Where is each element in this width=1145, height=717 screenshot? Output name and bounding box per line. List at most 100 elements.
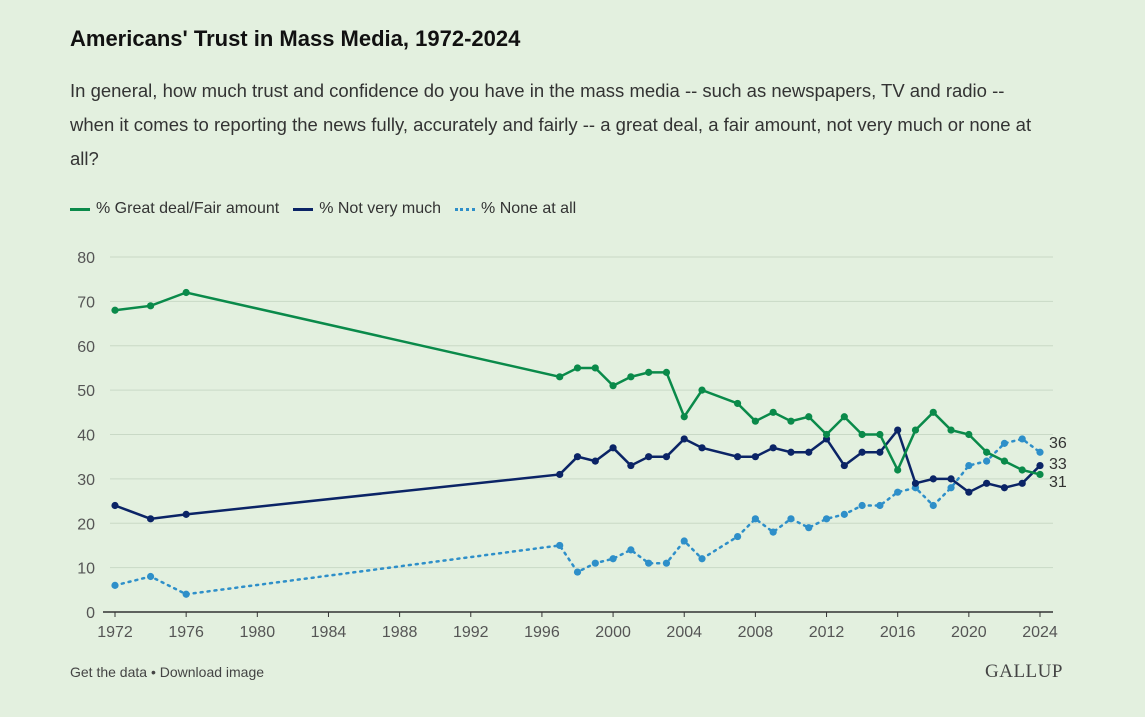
data-point [858, 448, 866, 456]
x-tick-label: 1980 [240, 624, 276, 641]
data-point [876, 501, 884, 510]
legend-item-not-very-much: % Not very much [293, 200, 441, 218]
data-point [609, 555, 617, 563]
series-line-2 [113, 437, 1042, 596]
data-point [751, 515, 759, 523]
data-point [556, 470, 564, 479]
x-tick-label: 1984 [311, 624, 347, 641]
data-point [1036, 470, 1044, 479]
data-point [840, 461, 848, 470]
data-point [876, 448, 884, 456]
data-point [1018, 479, 1026, 487]
y-tick-label: 0 [86, 605, 95, 622]
data-point [680, 435, 688, 443]
data-point [769, 408, 777, 416]
data-point [146, 515, 155, 523]
data-point [609, 444, 617, 452]
data-point [111, 581, 119, 589]
data-point [1000, 484, 1009, 492]
legend-swatch [70, 207, 90, 211]
data-point [858, 430, 866, 439]
data-point [787, 448, 795, 456]
x-tick-label: 2024 [1022, 624, 1058, 641]
get-data-link[interactable]: Get the data [70, 664, 148, 680]
data-point [787, 417, 795, 425]
data-point [965, 488, 973, 496]
chart-title: Americans' Trust in Mass Media, 1972-202… [70, 26, 521, 51]
data-point [805, 448, 813, 456]
x-tick-label: 1992 [453, 624, 489, 641]
data-point [751, 417, 759, 425]
legend-swatch [455, 207, 476, 211]
series-line-1 [114, 427, 1041, 521]
data-point [645, 368, 653, 376]
data-point [965, 461, 973, 470]
data-point [1036, 461, 1044, 470]
data-point [698, 386, 706, 394]
data-point [146, 302, 155, 310]
chart-subtitle: In general, how much trust and confidenc… [70, 80, 1032, 169]
data-point [733, 399, 742, 408]
data-point [983, 479, 991, 487]
x-tick-label: 2012 [809, 624, 845, 641]
data-point [822, 430, 831, 439]
series-line-0 [114, 291, 1041, 476]
legend-item-great-fair: % Great deal/Fair amount [70, 200, 279, 218]
data-point [947, 475, 955, 483]
y-tick-label: 20 [77, 516, 95, 533]
data-point [911, 426, 920, 434]
data-point [983, 457, 991, 465]
x-tick-label: 2020 [951, 624, 987, 641]
data-point [645, 559, 653, 567]
data-point [698, 555, 706, 563]
data-point [627, 546, 635, 554]
y-tick-label: 60 [77, 339, 95, 356]
data-point [591, 559, 599, 567]
data-point [627, 461, 635, 470]
legend-label: % Great deal/Fair amount [96, 200, 280, 217]
data-point [840, 413, 848, 421]
data-point [1000, 457, 1009, 465]
legend-swatch [293, 207, 314, 211]
data-point [698, 444, 706, 452]
end-label: 31 [1049, 474, 1067, 491]
x-tick-label: 2016 [880, 624, 916, 641]
legend-label: % None at all [481, 200, 577, 217]
separator: • [147, 664, 160, 680]
data-point [769, 444, 777, 452]
data-point [929, 475, 937, 483]
data-point [876, 430, 884, 439]
end-label: 33 [1049, 456, 1067, 473]
data-point [609, 382, 617, 390]
data-point [805, 413, 813, 421]
data-point [556, 373, 564, 381]
data-point [1018, 435, 1026, 443]
data-point [573, 453, 582, 461]
data-point [733, 532, 742, 541]
data-point [627, 373, 635, 381]
y-tick-label: 80 [77, 250, 95, 267]
data-point [965, 430, 973, 439]
y-tick-label: 30 [77, 472, 95, 489]
data-point [662, 559, 671, 567]
end-label: 36 [1049, 435, 1067, 452]
x-tick-label: 1988 [382, 624, 418, 641]
x-tick-label: 1996 [524, 624, 560, 641]
data-point [894, 488, 902, 496]
y-tick-label: 70 [77, 294, 95, 311]
download-image-link[interactable]: Download image [159, 664, 265, 680]
x-tick-label: 2008 [738, 624, 774, 641]
data-point [947, 426, 955, 434]
data-point [840, 510, 848, 518]
data-point [591, 364, 599, 372]
data-point [929, 408, 937, 416]
data-point [805, 524, 813, 532]
data-point [929, 501, 937, 510]
data-point [556, 541, 564, 550]
data-point [146, 572, 155, 581]
data-point [573, 568, 582, 576]
data-point [680, 537, 688, 545]
x-tick-label: 1972 [97, 624, 133, 641]
data-point [983, 448, 991, 456]
